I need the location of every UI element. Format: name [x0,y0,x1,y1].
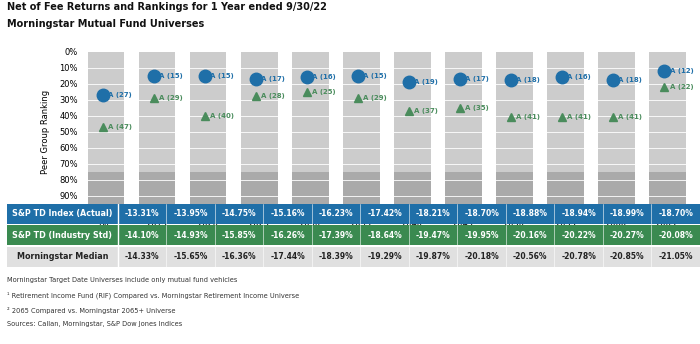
Bar [190,172,227,212]
Bar [292,52,328,172]
Text: -20.16%: -20.16% [513,231,547,240]
Text: -17.39%: -17.39% [318,231,354,240]
Text: Morningstar Median: Morningstar Median [17,252,108,261]
Text: -18.21%: -18.21% [416,209,451,218]
Text: A (41): A (41) [619,114,643,120]
Text: -16.23%: -16.23% [319,209,354,218]
Bar [496,52,533,172]
Text: -20.56%: -20.56% [513,252,547,261]
Bar [88,172,125,212]
Text: -20.78%: -20.78% [561,252,596,261]
Bar [88,52,125,172]
Text: -14.75%: -14.75% [222,209,256,218]
Text: -18.94%: -18.94% [561,209,596,218]
Y-axis label: Peer Group Ranking: Peer Group Ranking [41,89,50,174]
Text: -13.95%: -13.95% [174,209,208,218]
Text: A (17): A (17) [261,76,285,82]
Text: -19.87%: -19.87% [416,252,451,261]
Text: A (47): A (47) [108,124,132,130]
Bar [445,172,482,212]
Bar [394,172,430,212]
Text: A (16): A (16) [568,74,592,80]
Text: -18.70%: -18.70% [658,209,693,218]
Text: Morningstar Mutual Fund Universes: Morningstar Mutual Fund Universes [7,19,204,29]
Text: -19.47%: -19.47% [416,231,451,240]
Text: S&P TD (Industry Std): S&P TD (Industry Std) [13,231,113,240]
Text: A (12): A (12) [669,68,693,74]
Text: A (27): A (27) [108,92,132,98]
Text: -20.85%: -20.85% [610,252,645,261]
Text: -18.88%: -18.88% [512,209,547,218]
Text: -16.26%: -16.26% [270,231,305,240]
Text: -20.22%: -20.22% [561,231,596,240]
Text: -18.70%: -18.70% [464,209,499,218]
Text: A (28): A (28) [261,93,285,99]
Text: -18.99%: -18.99% [610,209,645,218]
Bar [445,52,482,172]
Bar [241,52,277,172]
Text: -21.05%: -21.05% [659,252,693,261]
Text: A (17): A (17) [466,76,489,82]
Text: ² 2065 Compared vs. Morningstar 2065+ Universe: ² 2065 Compared vs. Morningstar 2065+ Un… [7,307,176,313]
Text: A (19): A (19) [414,79,438,85]
Bar [598,172,635,212]
Text: -20.08%: -20.08% [659,231,693,240]
Text: -13.31%: -13.31% [125,209,160,218]
Bar [598,52,635,172]
Text: -15.85%: -15.85% [222,231,256,240]
Text: -18.64%: -18.64% [368,231,402,240]
Text: A (16): A (16) [312,74,336,80]
Bar [496,172,533,212]
Text: -18.39%: -18.39% [318,252,354,261]
Text: A (29): A (29) [159,95,183,101]
Bar [292,172,328,212]
Text: -19.29%: -19.29% [368,252,402,261]
Text: A (40): A (40) [210,112,234,119]
Text: -17.44%: -17.44% [270,252,305,261]
Text: A (15): A (15) [159,73,183,78]
Bar [343,172,379,212]
Text: A (15): A (15) [210,73,234,78]
Text: A (25): A (25) [312,89,336,95]
Bar [547,52,584,172]
Text: Net of Fee Returns and Rankings for 1 Year ended 9/30/22: Net of Fee Returns and Rankings for 1 Ye… [7,2,327,12]
Text: -14.10%: -14.10% [125,231,160,240]
Bar [139,172,176,212]
Bar [649,52,686,172]
Text: S&P TD Index (Actual): S&P TD Index (Actual) [12,209,113,218]
Bar [343,52,379,172]
Text: A (41): A (41) [517,114,540,120]
Text: A (15): A (15) [363,73,387,78]
Text: -14.33%: -14.33% [125,252,160,261]
Text: -19.95%: -19.95% [465,231,499,240]
Text: -15.65%: -15.65% [174,252,208,261]
Bar [190,52,227,172]
Text: -16.36%: -16.36% [222,252,256,261]
Text: -14.93%: -14.93% [174,231,208,240]
Text: A (18): A (18) [517,77,540,83]
Text: -20.18%: -20.18% [464,252,499,261]
Text: A (35): A (35) [466,105,489,110]
Text: -20.27%: -20.27% [610,231,645,240]
Text: A (37): A (37) [414,108,438,114]
Bar [547,172,584,212]
Bar [394,52,430,172]
Text: -15.16%: -15.16% [270,209,305,218]
Text: A (29): A (29) [363,95,387,101]
Text: ¹ Retirement Income Fund (RIF) Compared vs. Morningstar Retirement Income Univer: ¹ Retirement Income Fund (RIF) Compared … [7,292,300,299]
Bar [241,172,277,212]
Bar [649,172,686,212]
Text: -17.42%: -17.42% [368,209,402,218]
Text: A (41): A (41) [568,114,592,120]
Text: A (22): A (22) [669,84,693,90]
Text: Morningstar Target Date Universes include only mutual fund vehicles: Morningstar Target Date Universes includ… [7,277,237,283]
Text: A (18): A (18) [619,77,643,83]
Text: Sources: Callan, Morningstar, S&P Dow Jones Indices: Sources: Callan, Morningstar, S&P Dow Jo… [7,321,182,327]
Bar [139,52,176,172]
